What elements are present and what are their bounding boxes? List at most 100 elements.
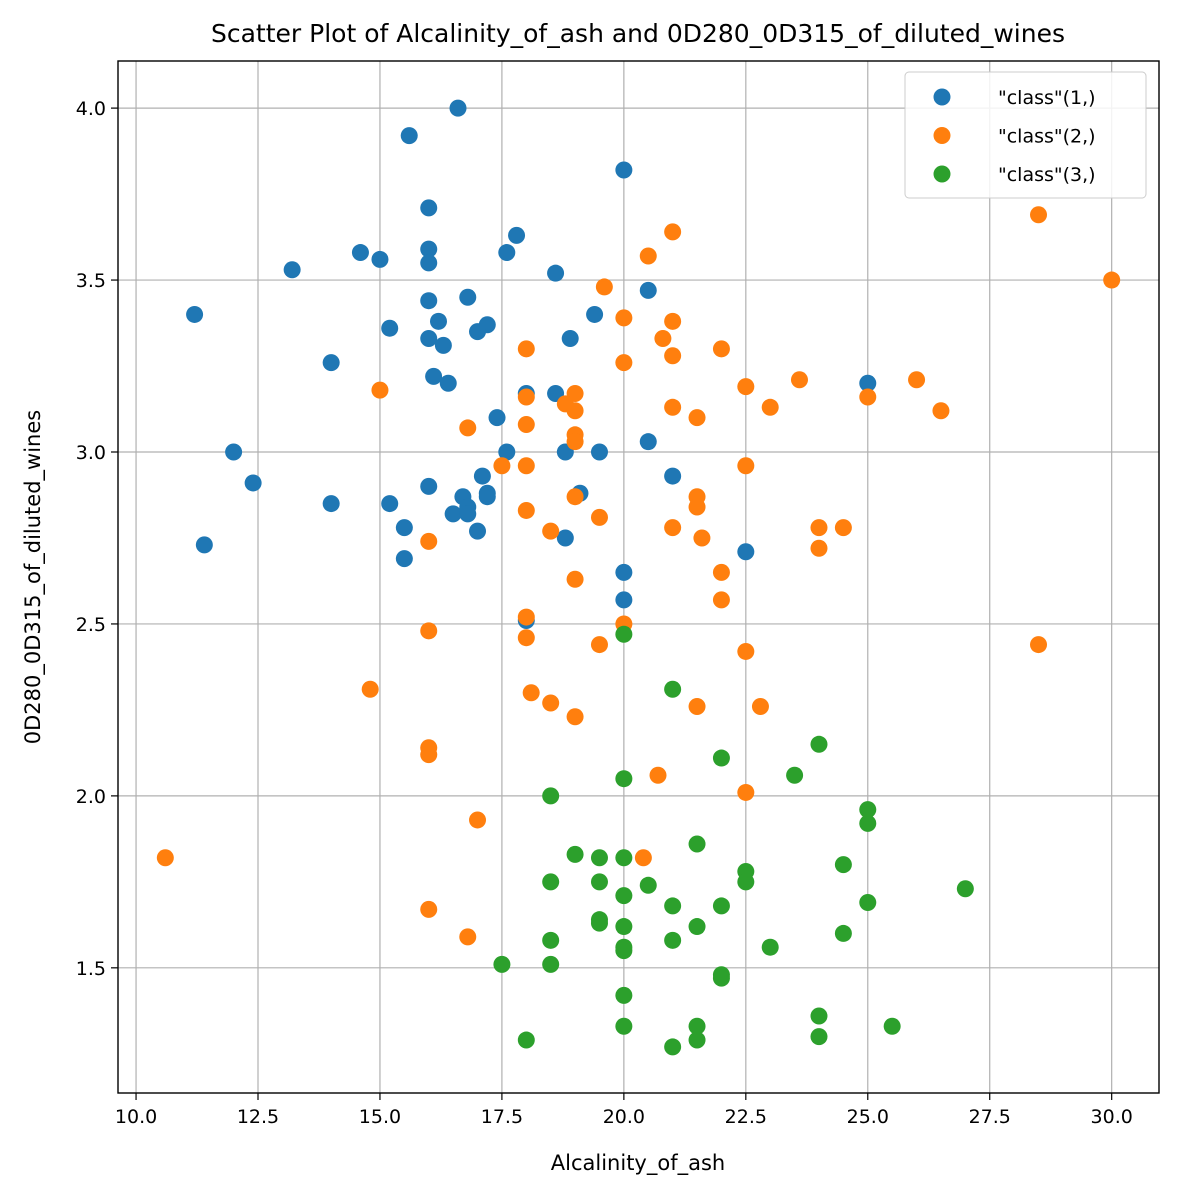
y-axis-label: 0D280_0D315_of_diluted_wines [21, 410, 46, 744]
data-point [834, 519, 852, 537]
data-point [737, 457, 755, 475]
data-point [351, 244, 369, 262]
data-point [956, 880, 974, 898]
series-1-points [186, 99, 877, 630]
data-point [615, 161, 633, 179]
data-point [688, 697, 706, 715]
data-point [381, 319, 399, 337]
x-tick-label: 22.5 [725, 1106, 767, 1128]
data-point [712, 563, 730, 581]
x-tick-label: 15.0 [359, 1106, 401, 1128]
data-point [542, 955, 560, 973]
data-point [590, 508, 608, 526]
data-point [566, 708, 584, 726]
data-point [664, 1038, 682, 1056]
data-point [737, 543, 755, 561]
data-point [590, 849, 608, 867]
data-point [693, 529, 711, 547]
data-point [395, 550, 413, 568]
data-point [615, 591, 633, 609]
data-point [615, 918, 633, 936]
data-point [595, 278, 613, 296]
data-point [654, 330, 672, 348]
data-point [517, 457, 535, 475]
data-point [420, 622, 438, 640]
data-point [517, 415, 535, 433]
data-point [517, 608, 535, 626]
data-point [859, 893, 877, 911]
data-point [508, 226, 526, 244]
chart-title: Scatter Plot of Alcalinity_of_ash and 0D… [211, 19, 1065, 48]
data-point [615, 309, 633, 327]
x-tick-label: 25.0 [847, 1106, 889, 1128]
data-point [664, 931, 682, 949]
data-point [225, 443, 243, 461]
data-point [469, 323, 487, 341]
data-point [634, 849, 652, 867]
data-point [586, 305, 604, 323]
y-tick-label: 3.0 [76, 442, 106, 464]
legend-label-2: "class"(2,) [998, 126, 1096, 148]
legend-marker-2 [933, 127, 951, 144]
data-point [1030, 206, 1048, 224]
data-point [664, 223, 682, 241]
legend-label-3: "class"(3,) [998, 164, 1096, 186]
data-point [737, 783, 755, 801]
data-point [688, 835, 706, 853]
data-point [615, 770, 633, 788]
data-point [664, 519, 682, 537]
data-point [712, 340, 730, 358]
data-point [420, 330, 438, 348]
data-point [186, 305, 204, 323]
data-point [381, 495, 399, 513]
data-point [639, 876, 657, 894]
y-tick-label: 4.0 [76, 98, 106, 120]
data-point [459, 288, 477, 306]
data-point [195, 536, 213, 554]
data-point [566, 570, 584, 588]
data-point [449, 99, 467, 117]
data-point [615, 1017, 633, 1035]
x-tick-label: 27.5 [969, 1106, 1011, 1128]
y-tick-label: 2.0 [76, 786, 106, 808]
data-point [478, 484, 496, 502]
data-point [688, 1031, 706, 1049]
data-point [1030, 636, 1048, 654]
x-tick-label: 30.0 [1091, 1106, 1133, 1128]
data-point [517, 340, 535, 358]
data-point [566, 845, 584, 863]
data-point [439, 374, 457, 392]
series-3-points [493, 625, 974, 1056]
data-point [688, 918, 706, 936]
data-point [322, 354, 340, 372]
data-point [429, 312, 447, 330]
data-point [883, 1017, 901, 1035]
grid-lines [118, 61, 1159, 1093]
data-point [517, 388, 535, 406]
data-point [859, 801, 877, 819]
data-point [712, 897, 730, 915]
legend-marker-3 [933, 165, 951, 183]
data-point [664, 897, 682, 915]
data-point [639, 247, 657, 265]
data-point [649, 766, 667, 784]
data-point [615, 942, 633, 960]
data-point [761, 398, 779, 416]
data-point [371, 250, 389, 268]
data-point [542, 931, 560, 949]
data-point [590, 914, 608, 932]
data-point [810, 735, 828, 753]
data-point [542, 787, 560, 805]
data-point [590, 636, 608, 654]
x-tick-label: 17.5 [481, 1106, 523, 1128]
data-point [444, 505, 462, 523]
legend-marker-1 [933, 88, 951, 106]
data-point [688, 498, 706, 516]
data-point [371, 381, 389, 399]
data-point [810, 1007, 828, 1025]
data-point [859, 374, 877, 392]
data-point [786, 766, 804, 784]
data-point [790, 371, 808, 389]
data-point [395, 519, 413, 537]
